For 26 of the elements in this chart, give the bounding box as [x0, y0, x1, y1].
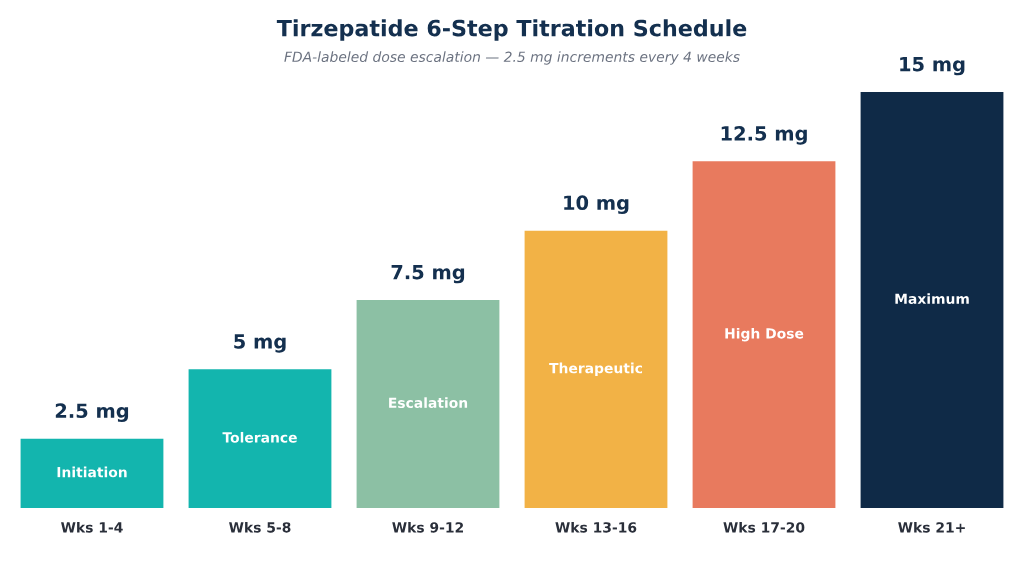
annotation: Tolerance: [222, 431, 297, 443]
bar: [692, 161, 836, 508]
chart-subtitle: FDA-labeled dose escalation — 2.5 mg increments every 4 weeks: [284, 51, 740, 65]
annotation: Initiation: [57, 466, 127, 478]
chart-title: Tirzepatide 6-Step Titration Schedule: [276, 19, 747, 41]
data-label: 10 mg: [564, 195, 629, 214]
x-tick-label: Wks 17-20: [723, 521, 805, 533]
annotation: High Dose: [725, 327, 804, 342]
x-tick-label: Wks 13-16: [555, 521, 637, 533]
data-label: 15 mg: [900, 56, 965, 76]
annotation: Maximum: [895, 293, 969, 305]
data-label: 2.5 mg: [55, 403, 129, 422]
x-tick-label: Wks 5-8: [229, 521, 291, 533]
data-label: 7.5 mg: [391, 264, 465, 284]
data-label: 12.5 mg: [721, 126, 807, 145]
bar: [356, 300, 500, 508]
bar: [20, 438, 164, 508]
bar: [860, 92, 1004, 508]
annotation: Therapeutic: [549, 362, 643, 377]
x-tick-label: Wks 21+: [898, 521, 965, 533]
annotation: Escalation: [389, 397, 468, 409]
bar: [188, 369, 332, 508]
x-tick-label: Wks 1-4: [61, 521, 123, 533]
bar: [524, 230, 668, 508]
x-tick-label: Wks 9-12: [392, 521, 463, 533]
data-label: 5 mg: [234, 334, 286, 353]
